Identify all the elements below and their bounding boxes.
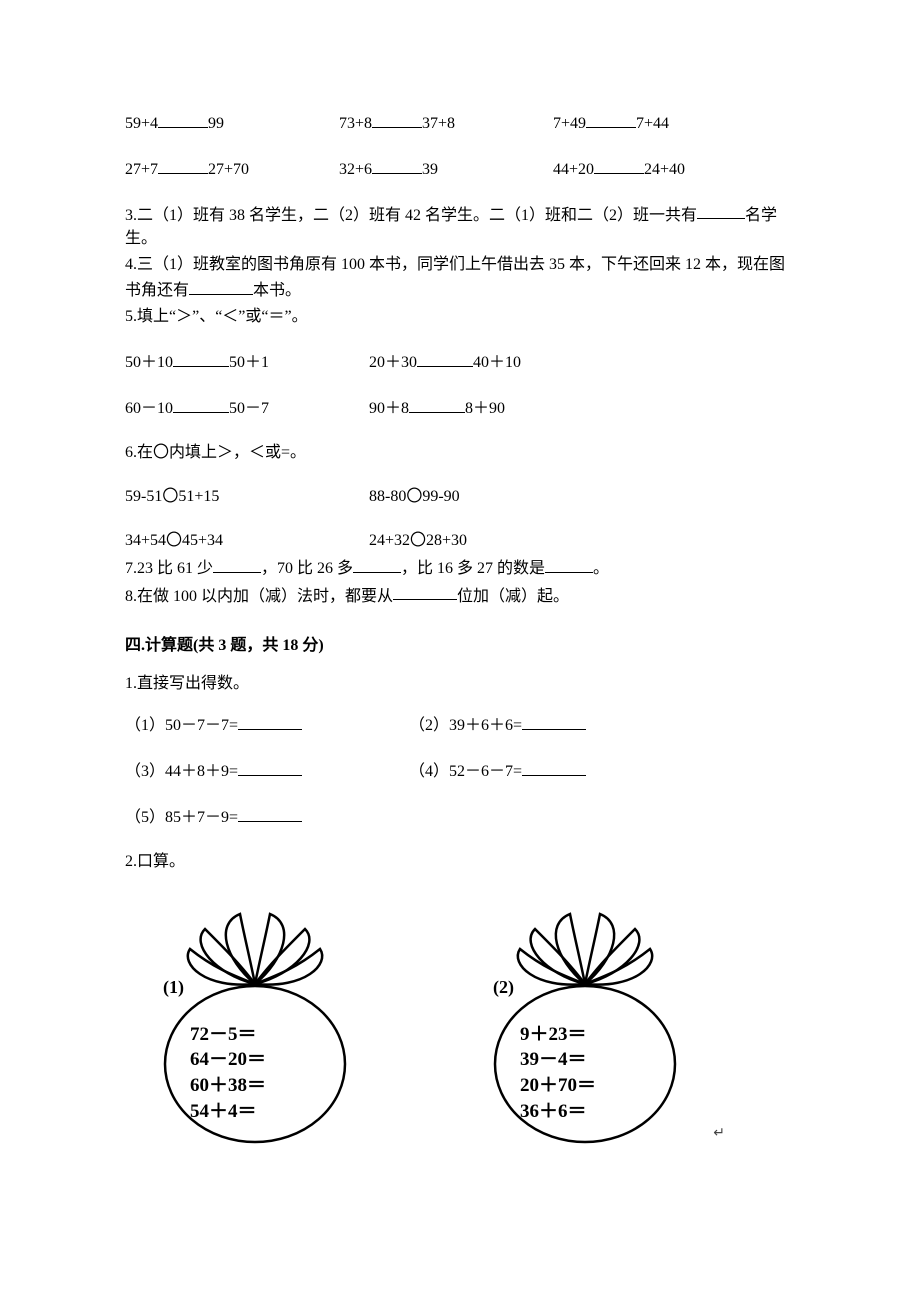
- expr: 39－4＝: [520, 1047, 596, 1073]
- text: 本书。: [253, 282, 301, 299]
- expr: 54＋4＝: [190, 1099, 266, 1125]
- blank[interactable]: [173, 349, 229, 367]
- pineapple-content: 72－5＝ 64－20＝ 60＋38＝ 54＋4＝: [190, 1022, 266, 1125]
- compare-row-d: 60－10 50－7 90＋8 8＋90: [125, 395, 795, 421]
- expr: （3）44＋8＋9=: [125, 763, 238, 780]
- expr: 24+40: [644, 161, 685, 178]
- compare-row-b: 27+7 27+70 32+6 39 44+20 24+40: [125, 156, 795, 182]
- pineapple-label: (2): [493, 974, 514, 1001]
- expr: 50＋1: [229, 354, 269, 371]
- blank[interactable]: [417, 349, 473, 367]
- blank[interactable]: [238, 758, 302, 776]
- blank[interactable]: [173, 395, 229, 413]
- expr: 59+4: [125, 115, 158, 132]
- blank[interactable]: [697, 202, 745, 220]
- blank[interactable]: [238, 804, 302, 822]
- worksheet-page: 59+4 99 73+8 37+8 7+49 7+44 27+7 27+70 32+6 3…: [0, 0, 920, 1302]
- expr: 8＋90: [465, 400, 505, 417]
- blank[interactable]: [372, 110, 422, 128]
- pineapple-2: (2) 9＋23＝ 39－4＝ 20＋70＝ 36＋6＝ ↵: [475, 904, 695, 1144]
- expr: 36＋6＝: [520, 1099, 596, 1125]
- blank[interactable]: [372, 156, 422, 174]
- expr: 50＋10: [125, 354, 173, 371]
- blank[interactable]: [213, 555, 261, 573]
- expr: 9＋23＝: [520, 1022, 596, 1048]
- question-6-label: 6.在〇内填上＞，＜或=。: [125, 441, 795, 465]
- expr: 90＋8: [369, 400, 409, 417]
- expr: 60＋38＝: [190, 1073, 266, 1099]
- pineapple-content: 9＋23＝ 39－4＝ 20＋70＝ 36＋6＝: [520, 1022, 596, 1125]
- blank[interactable]: [545, 555, 593, 573]
- circle-row-f: 34+54〇45+34 24+32〇28+30: [125, 529, 795, 553]
- expr: 20＋30: [369, 354, 417, 371]
- expr: 7+49: [553, 115, 586, 132]
- calc-row-2: （3）44＋8＋9= （4）52－6－7=: [125, 758, 795, 784]
- compare-row-a: 59+4 99 73+8 37+8 7+49 7+44: [125, 110, 795, 136]
- question-8: 8.在做 100 以内加（减）法时，都要从 位加（减）起。: [125, 583, 795, 609]
- blank[interactable]: [586, 110, 636, 128]
- expr: 27+70: [208, 161, 249, 178]
- text: 位加（减）起。: [457, 587, 569, 604]
- question-5-label: 5.填上“＞”、“＜”或“＝”。: [125, 305, 795, 329]
- expr: 99: [208, 115, 224, 132]
- blank[interactable]: [393, 583, 457, 601]
- expr: 40＋10: [473, 354, 521, 371]
- blank[interactable]: [158, 110, 208, 128]
- calc-row-3: （5）85＋7－9=: [125, 804, 795, 830]
- expr: 24+32〇28+30: [369, 529, 467, 553]
- blank[interactable]: [409, 395, 465, 413]
- expr: 27+7: [125, 161, 158, 178]
- expr: 32+6: [339, 161, 372, 178]
- expr: 37+8: [422, 115, 455, 132]
- pineapple-label: (1): [163, 974, 184, 1001]
- question-7: 7.23 比 61 少 ，70 比 26 多 ，比 16 多 27 的数是 。: [125, 555, 795, 581]
- expr: （5）85＋7－9=: [125, 809, 238, 826]
- expr: 60－10: [125, 400, 173, 417]
- circle-row-e: 59-51〇51+15 88-80〇99-90: [125, 485, 795, 509]
- calc-1-label: 1.直接写出得数。: [125, 672, 795, 696]
- pineapple-row: (1) 72－5＝ 64－20＝ 60＋38＝ 54＋4＝: [125, 904, 795, 1144]
- blank[interactable]: [594, 156, 644, 174]
- expr: （4）52－6－7=: [409, 763, 522, 780]
- text: ，比 16 多 27 的数是: [401, 560, 545, 577]
- text: 。: [593, 560, 609, 577]
- expr: 88-80〇99-90: [369, 485, 460, 509]
- calc-2-label: 2.口算。: [125, 850, 795, 874]
- blank[interactable]: [522, 758, 586, 776]
- expr: 50－7: [229, 400, 269, 417]
- expr: 59-51〇51+15: [125, 485, 365, 509]
- expr: 7+44: [636, 115, 669, 132]
- expr: 64－20＝: [190, 1047, 266, 1073]
- section-4-title: 四.计算题(共 3 题，共 18 分): [125, 634, 795, 658]
- text: 3.二（1）班有 38 名学生，二（2）班有 42 名学生。二（1）班和二（2）…: [125, 206, 697, 223]
- expr: （1）50－7－7=: [125, 717, 238, 734]
- pineapple-1: (1) 72－5＝ 64－20＝ 60＋38＝ 54＋4＝: [145, 904, 365, 1144]
- text: 8.在做 100 以内加（减）法时，都要从: [125, 587, 393, 604]
- expr: 73+8: [339, 115, 372, 132]
- compare-row-c: 50＋10 50＋1 20＋30 40＋10: [125, 349, 795, 375]
- return-mark-icon: ↵: [713, 1123, 725, 1144]
- expr: 34+54〇45+34: [125, 529, 365, 553]
- question-3: 3.二（1）班有 38 名学生，二（2）班有 42 名学生。二（1）班和二（2）…: [125, 202, 795, 252]
- blank[interactable]: [522, 712, 586, 730]
- blank[interactable]: [189, 277, 253, 295]
- expr: 20＋70＝: [520, 1073, 596, 1099]
- blank[interactable]: [238, 712, 302, 730]
- calc-row-1: （1）50－7－7= （2）39＋6＋6=: [125, 712, 795, 738]
- text: ，70 比 26 多: [261, 560, 353, 577]
- blank[interactable]: [158, 156, 208, 174]
- question-4: 4.三（1）班教室的图书角原有 100 本书，同学们上午借出去 35 本，下午还…: [125, 253, 795, 303]
- expr: 44+20: [553, 161, 594, 178]
- blank[interactable]: [353, 555, 401, 573]
- expr: 39: [422, 161, 438, 178]
- text: 7.23 比 61 少: [125, 560, 213, 577]
- expr: 72－5＝: [190, 1022, 266, 1048]
- expr: （2）39＋6＋6=: [409, 717, 522, 734]
